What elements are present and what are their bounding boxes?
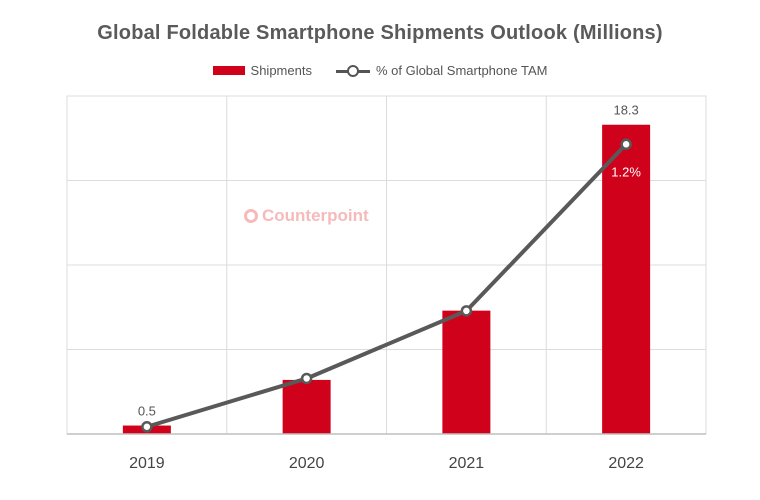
bar-2020 <box>282 379 331 434</box>
tam-data-label: 1.2% <box>611 164 641 179</box>
legend-item-tam: % of Global Smartphone TAM <box>335 63 548 78</box>
watermark: Counterpoint <box>244 206 369 226</box>
x-tick-label: 2020 <box>289 455 325 472</box>
legend-label-tam: % of Global Smartphone TAM <box>375 63 548 78</box>
tam-point-2020 <box>300 372 313 385</box>
bar-data-label: 0.5 <box>138 404 156 419</box>
legend-line-swatch <box>335 64 370 77</box>
tam-point-2022 <box>620 138 632 151</box>
chart-title: Global Foldable Smartphone Shipments Out… <box>97 22 663 44</box>
bar-2022 <box>602 124 651 434</box>
x-tick-label: 2021 <box>449 455 485 472</box>
x-tick-label: 2019 <box>129 455 165 472</box>
tam-point-2019 <box>141 421 153 433</box>
legend-item-shipments: Shipments <box>212 63 312 78</box>
tam-point-2021 <box>460 305 473 317</box>
bar-2021 <box>442 310 491 434</box>
chart-legend: Shipments % of Global Smartphone TAM <box>0 63 760 78</box>
bar-data-label: 18.3 <box>613 103 638 118</box>
watermark-text: Counterpoint <box>262 206 369 225</box>
x-tick-label: 2022 <box>608 455 644 472</box>
counterpoint-logo-icon <box>244 209 258 223</box>
legend-bar-swatch <box>212 66 245 75</box>
legend-label-shipments: Shipments <box>250 63 312 78</box>
tam-line <box>144 142 629 429</box>
